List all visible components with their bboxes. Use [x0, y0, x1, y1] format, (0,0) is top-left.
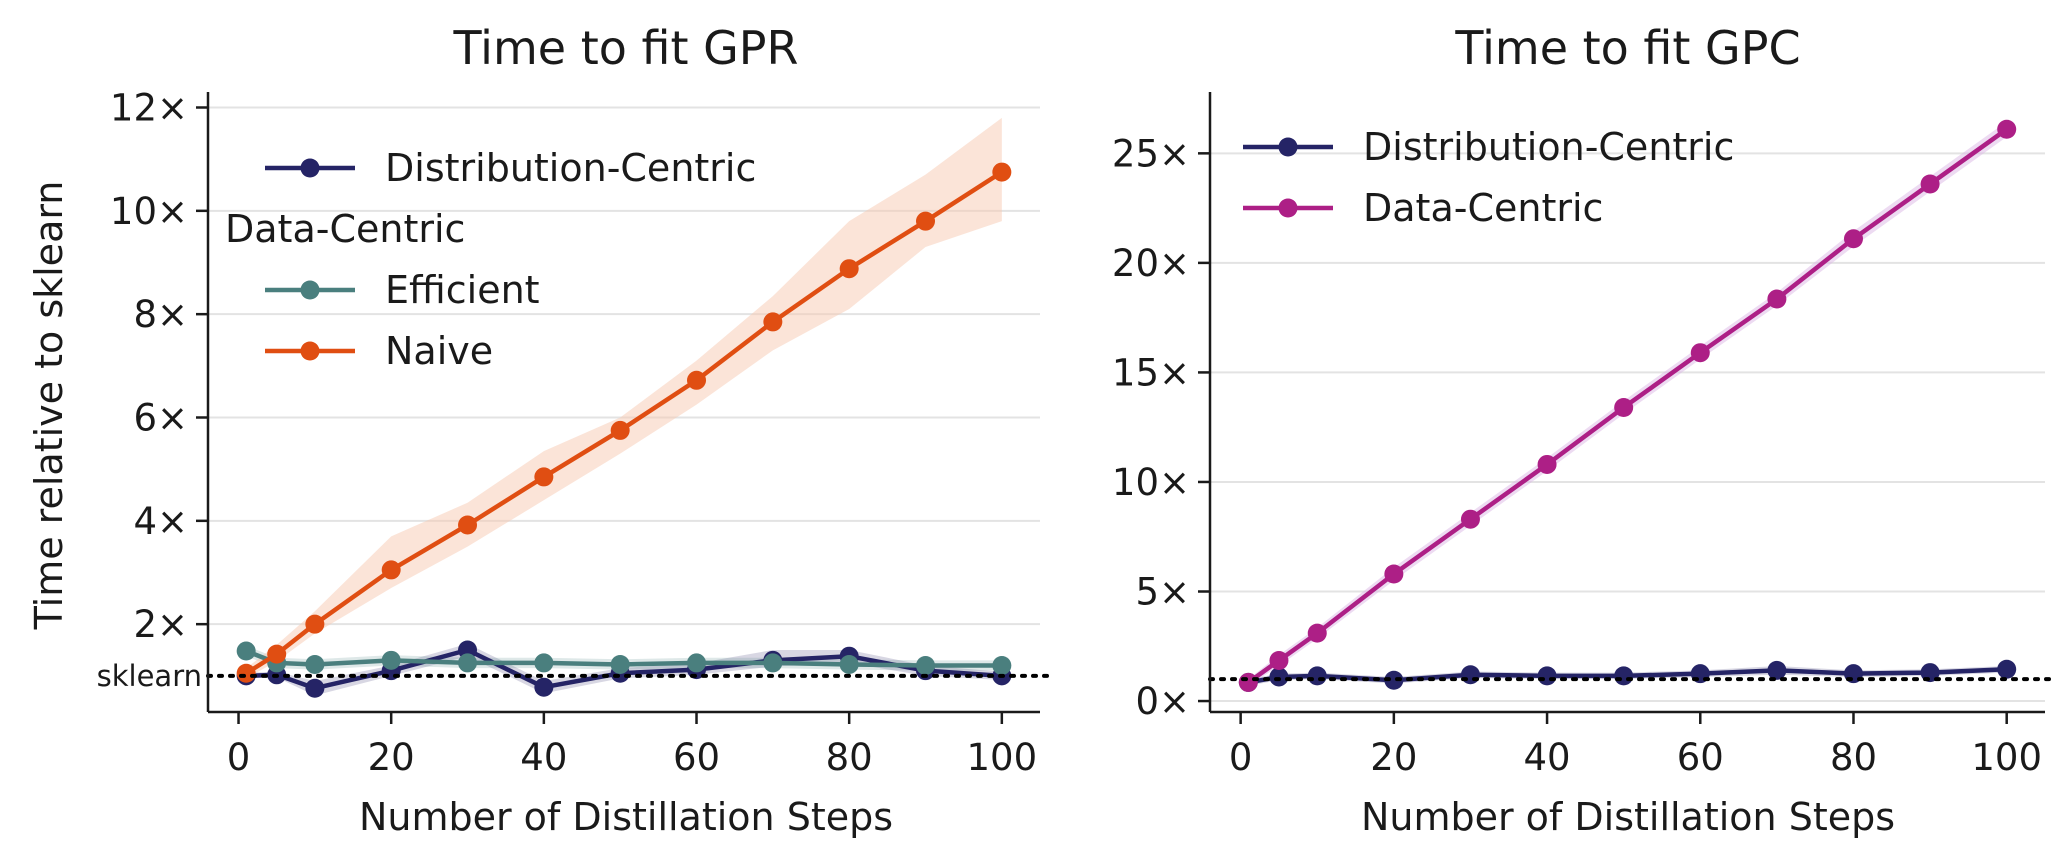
legend-swatch-marker: [1278, 198, 1298, 218]
data-point: [534, 677, 554, 697]
data-point: [610, 654, 630, 674]
y-tick-label: 2×: [133, 603, 188, 646]
chart-gpr: Time to fit GPR Number of Distillation S…: [27, 21, 1054, 839]
data-point: [305, 614, 325, 634]
data-point: [458, 515, 478, 535]
data-point: [1460, 509, 1480, 529]
y-tick-label: 6×: [133, 397, 188, 440]
x-tick-label: 80: [826, 736, 873, 779]
data-point: [916, 211, 936, 231]
x-tick-label: 40: [1524, 736, 1571, 779]
data-point: [236, 663, 256, 683]
y-tick-label: 10×: [110, 190, 188, 233]
legend: Distribution-Centric Data-Centric Efficien…: [225, 146, 756, 373]
x-tick-label: 100: [967, 736, 1038, 779]
x-tick-label: 20: [368, 736, 415, 779]
data-point: [1307, 623, 1327, 643]
data-point: [1537, 666, 1557, 686]
data-point: [1384, 670, 1404, 690]
data-point: [305, 654, 325, 674]
data-point: [763, 653, 783, 673]
chart-gpc: Time to fit GPC Number of Distillation S…: [1112, 21, 2059, 839]
data-point: [305, 678, 325, 698]
data-point: [992, 162, 1012, 182]
data-point: [839, 259, 859, 279]
data-point: [1690, 343, 1710, 363]
legend-group-header: Data-Centric: [225, 207, 465, 251]
legend-swatch-marker: [300, 280, 320, 300]
y-tick-label: 20×: [1112, 242, 1190, 285]
data-point: [1307, 666, 1327, 686]
x-tick-label: 0: [227, 736, 251, 779]
y-tick-label: 10×: [1112, 461, 1190, 504]
legend-label: Naive: [385, 329, 493, 373]
y-axis-label: Time relative to sklearn: [27, 181, 71, 631]
data-point: [458, 653, 478, 673]
y-tick-label: 0×: [1135, 680, 1190, 723]
y-tick-label: 15×: [1112, 351, 1190, 394]
chart-title: Time to fit GPC: [1454, 21, 1800, 75]
data-point: [1614, 397, 1634, 417]
data-point: [381, 650, 401, 670]
data-point: [763, 312, 783, 332]
legend-swatch-marker: [300, 158, 320, 178]
data-point: [534, 467, 554, 487]
legend: Distribution-Centric Data-Centric: [1243, 125, 1734, 230]
data-point: [1767, 660, 1787, 680]
data-point: [1269, 667, 1289, 687]
y-tick-label: 8×: [133, 293, 188, 336]
data-point: [992, 656, 1012, 675]
data-point: [1460, 665, 1480, 685]
reference-label: sklearn: [97, 659, 202, 693]
data-point: [381, 560, 401, 580]
x-tick-label: 80: [1830, 736, 1877, 779]
data-point: [1269, 651, 1289, 671]
x-tick-label: 20: [1370, 736, 1417, 779]
legend-label: Efficient: [385, 268, 540, 312]
data-point: [687, 370, 707, 390]
data-point: [1384, 564, 1404, 584]
legend-label: Distribution-Centric: [1363, 125, 1734, 169]
data-point: [1997, 659, 2017, 679]
x-tick-label: 40: [520, 736, 567, 779]
data-point: [1920, 174, 1940, 194]
legend-label: Distribution-Centric: [385, 146, 756, 190]
data-point: [1843, 229, 1863, 249]
data-point: [1767, 289, 1787, 309]
confidence-band: [246, 117, 1002, 679]
x-axis-label: Number of Distillation Steps: [359, 795, 893, 839]
data-point: [839, 654, 859, 674]
legend-label: Data-Centric: [1363, 186, 1603, 230]
chart-title: Time to fit GPR: [453, 21, 799, 75]
y-tick-label: 12×: [110, 87, 188, 130]
data-point: [236, 641, 256, 661]
x-axis-label: Number of Distillation Steps: [1361, 795, 1895, 839]
x-tick-label: 60: [673, 736, 720, 779]
y-tick-label: 4×: [133, 500, 188, 543]
data-point: [610, 420, 630, 440]
data-point: [1238, 672, 1258, 692]
legend-swatch-marker: [300, 341, 320, 361]
data-point: [916, 656, 936, 675]
data-point: [1537, 454, 1557, 474]
data-point: [1997, 119, 2017, 139]
data-point: [534, 653, 554, 673]
data-point: [687, 653, 707, 673]
legend-swatch-marker: [1278, 137, 1298, 157]
x-tick-label: 60: [1677, 736, 1724, 779]
y-tick-label: 5×: [1135, 571, 1190, 614]
y-tick-label: 25×: [1112, 132, 1190, 175]
x-tick-label: 100: [1971, 736, 2042, 779]
x-tick-label: 0: [1229, 736, 1253, 779]
data-point: [1614, 666, 1634, 686]
data-point: [267, 644, 287, 664]
